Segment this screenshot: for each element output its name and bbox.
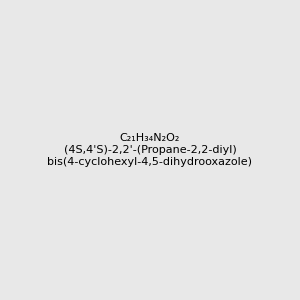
Text: C₂₁H₃₄N₂O₂
(4S,4'S)-2,2'-(Propane-2,2-diyl)
bis(4-cyclohexyl-4,5-dihydrooxazole): C₂₁H₃₄N₂O₂ (4S,4'S)-2,2'-(Propane-2,2-di… <box>47 134 253 166</box>
